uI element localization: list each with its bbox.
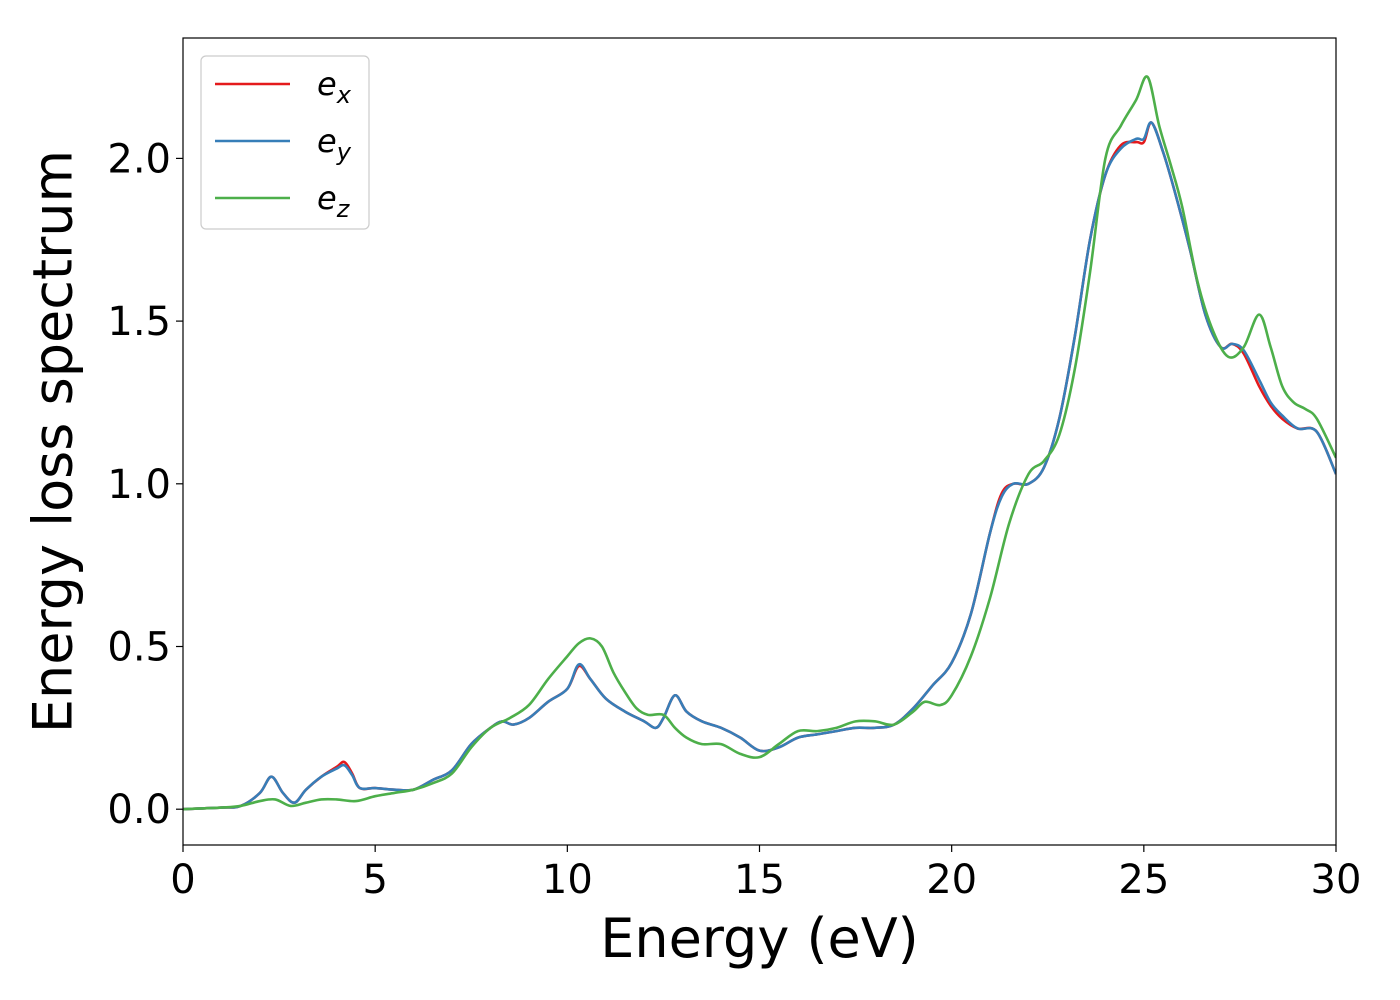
x-axis-label: Energy (eV) bbox=[600, 907, 919, 970]
series-line-z bbox=[183, 75, 1336, 811]
legend-label-sub: z bbox=[336, 195, 351, 223]
legend-label-main: e bbox=[317, 179, 337, 217]
x-tick-label: 25 bbox=[1118, 857, 1169, 903]
x-tick-label: 15 bbox=[734, 857, 785, 903]
y-axis-ticks: 0.0 0.5 1.0 1.5 2.0 bbox=[107, 136, 183, 833]
series-group bbox=[183, 75, 1336, 811]
legend-label-y: ey bbox=[317, 122, 352, 166]
series-line-y bbox=[183, 121, 1336, 811]
legend-label-sub: x bbox=[336, 81, 352, 109]
legend-label-x: ex bbox=[317, 65, 352, 109]
legend-label-main: e bbox=[317, 122, 337, 160]
x-tick-label: 30 bbox=[1311, 857, 1362, 903]
legend-box bbox=[200, 55, 370, 230]
plot-area bbox=[182, 37, 1337, 846]
y-tick-label: 1.0 bbox=[107, 462, 171, 508]
x-tick-label: 5 bbox=[362, 857, 387, 903]
legend-label-z: ez bbox=[317, 179, 351, 223]
y-tick-label: 0.0 bbox=[107, 787, 171, 833]
x-tick-label: 10 bbox=[542, 857, 593, 903]
y-tick-label: 1.5 bbox=[107, 299, 171, 345]
x-tick-label: 0 bbox=[170, 857, 195, 903]
x-axis-ticks: 0 5 10 15 20 25 30 bbox=[170, 845, 1361, 903]
y-axis-label: Energy loss spectrum bbox=[22, 150, 85, 733]
y-tick-label: 2.0 bbox=[107, 136, 171, 182]
legend-label-main: e bbox=[317, 65, 337, 103]
x-tick-label: 20 bbox=[926, 857, 977, 903]
legend-label-sub: y bbox=[336, 138, 352, 166]
y-tick-label: 0.5 bbox=[107, 625, 171, 671]
